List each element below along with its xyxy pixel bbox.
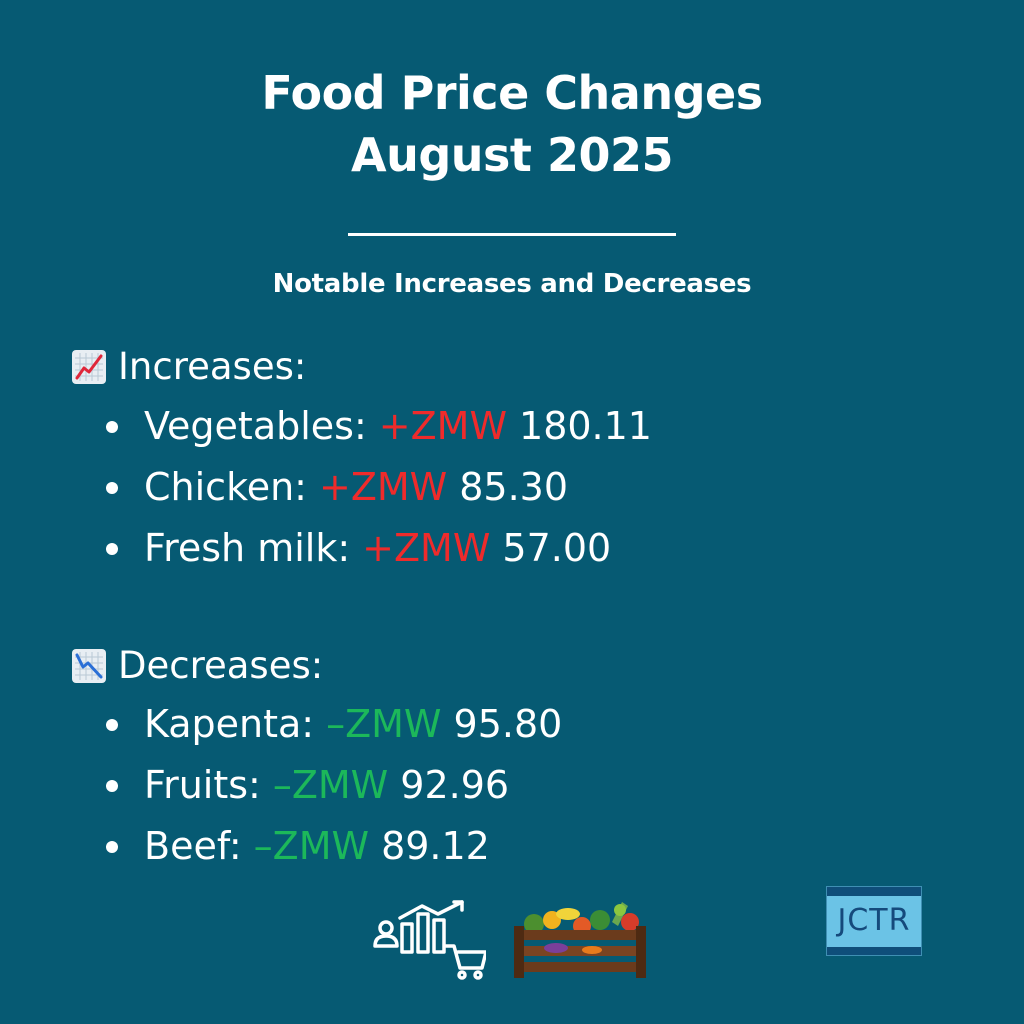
increases-label: Increases: bbox=[118, 345, 307, 388]
chart-increasing-icon bbox=[72, 350, 106, 384]
bullet bbox=[106, 779, 118, 792]
title-line-2: August 2025 bbox=[351, 128, 673, 182]
item-sign: +ZMW bbox=[318, 465, 448, 509]
item-sign: +ZMW bbox=[378, 404, 508, 448]
chart-decreasing-icon bbox=[72, 649, 106, 683]
list-item: Vegetables: +ZMW 180.11 bbox=[106, 396, 652, 457]
item-sign: –ZMW bbox=[326, 702, 442, 746]
item-label: Beef: bbox=[144, 824, 242, 868]
decreases-list: Kapenta: –ZMW 95.80 Fruits: –ZMW 92.96 B… bbox=[106, 694, 562, 877]
bullet bbox=[106, 420, 118, 433]
jctr-logo: JCTR bbox=[826, 886, 922, 956]
item-value: 89.12 bbox=[381, 824, 490, 868]
bullet bbox=[106, 481, 118, 494]
item-label: Fresh milk: bbox=[144, 526, 351, 570]
item-label: Chicken: bbox=[144, 465, 307, 509]
item-sign: –ZMW bbox=[272, 763, 389, 807]
logo-top-band bbox=[827, 887, 921, 896]
item-value: 92.96 bbox=[400, 763, 510, 807]
title-divider bbox=[348, 233, 676, 236]
vegetable-crate-icon bbox=[514, 902, 646, 978]
item-label: Vegetables: bbox=[144, 404, 367, 448]
increases-heading: Increases: bbox=[72, 343, 306, 391]
bullet bbox=[106, 542, 118, 555]
bullet bbox=[106, 718, 118, 731]
increases-list: Vegetables: +ZMW 180.11 Chicken: +ZMW 85… bbox=[106, 396, 652, 579]
item-value: 180.11 bbox=[519, 404, 652, 448]
item-value: 85.30 bbox=[459, 465, 569, 509]
item-value: 95.80 bbox=[453, 702, 563, 746]
decreases-label: Decreases: bbox=[118, 644, 324, 687]
list-item: Chicken: +ZMW 85.30 bbox=[106, 457, 652, 518]
bullet bbox=[106, 840, 118, 853]
item-sign: +ZMW bbox=[362, 526, 491, 570]
item-label: Fruits: bbox=[144, 763, 261, 807]
subtitle: Notable Increases and Decreases bbox=[272, 269, 752, 299]
item-label: Kapenta: bbox=[144, 702, 315, 746]
logo-bottom-band bbox=[827, 947, 921, 955]
decreases-heading: Decreases: bbox=[72, 642, 323, 690]
logo-text: JCTR bbox=[837, 903, 911, 938]
list-item: Kapenta: –ZMW 95.80 bbox=[106, 694, 562, 755]
item-sign: –ZMW bbox=[253, 824, 370, 868]
page-title: Food Price Changes August 2025 bbox=[0, 62, 1024, 186]
list-item: Fruits: –ZMW 92.96 bbox=[106, 755, 562, 816]
list-item: Beef: –ZMW 89.12 bbox=[106, 816, 562, 877]
price-rise-shopping-icon bbox=[373, 900, 486, 980]
title-line-1: Food Price Changes bbox=[261, 66, 763, 120]
item-value: 57.00 bbox=[502, 526, 612, 570]
list-item: Fresh milk: +ZMW 57.00 bbox=[106, 518, 652, 579]
